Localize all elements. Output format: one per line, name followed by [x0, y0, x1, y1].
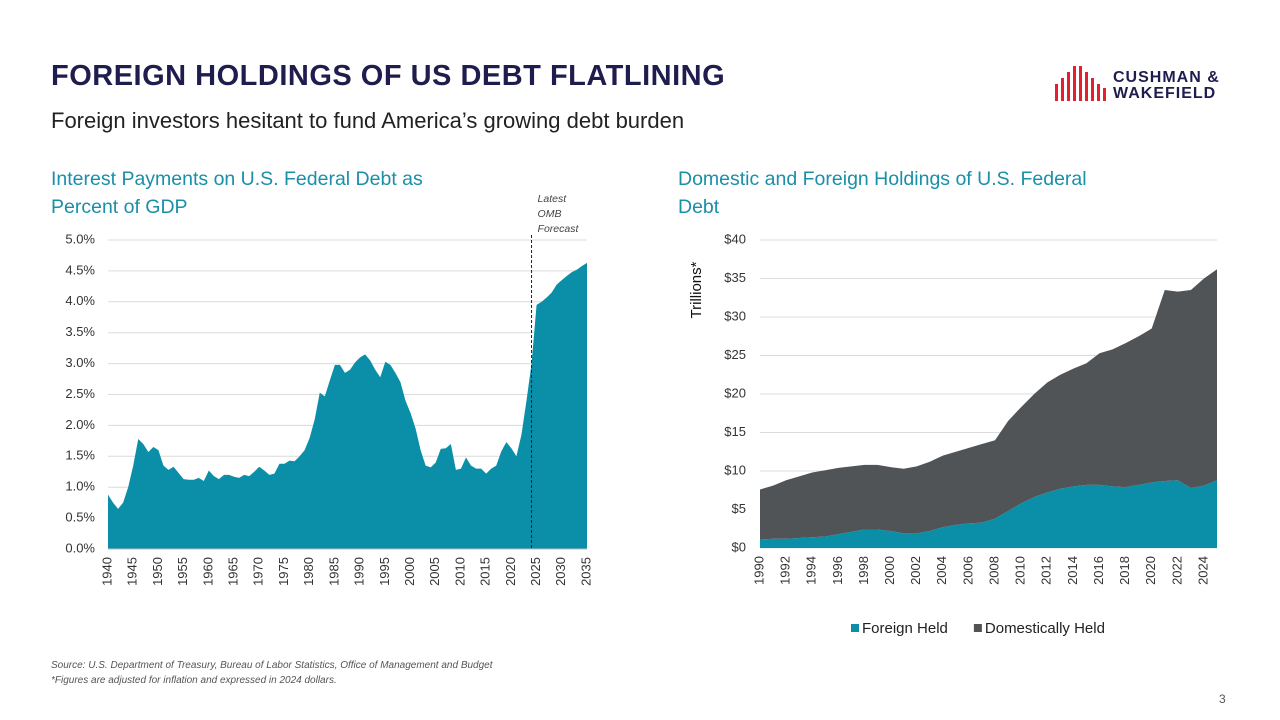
annotation-text: Latest OMB Forecast [537, 193, 579, 235]
y-tick-label: 3.5% [65, 324, 95, 339]
page-subtitle: Foreign investors hesitant to fund Ameri… [51, 108, 685, 133]
y-tick-label: 1.0% [65, 479, 95, 494]
area [760, 269, 1217, 540]
y-axis-title: Trillions* [688, 261, 705, 318]
x-tick-label: 1992 [778, 556, 793, 585]
legend-swatch [851, 624, 859, 632]
page-title: FOREIGN HOLDINGS OF US DEBT FLATLINING [51, 60, 726, 92]
x-tick-label: 2010 [1013, 556, 1028, 585]
x-tick-label: 1998 [856, 556, 871, 585]
x-tick-label: 2008 [986, 556, 1001, 585]
y-tick-label: 3.0% [65, 355, 95, 370]
footnote: *Figures are adjusted for inflation and … [51, 675, 337, 686]
annotation: Latest OMB Forecast [537, 193, 579, 235]
x-tick-label: 2020 [1143, 556, 1158, 585]
x-tick-label: 1970 [251, 557, 266, 586]
y-tick-label: $25 [724, 347, 746, 362]
area [760, 480, 1217, 548]
x-tick-label: 2015 [478, 557, 493, 586]
x-tick-label: 2020 [503, 557, 518, 586]
source-note: Source: U.S. Department of Treasury, Bur… [51, 660, 493, 671]
y-tick-label: 1.5% [65, 448, 95, 463]
legend-label: Foreign Held [862, 620, 948, 637]
x-tick-label: 1980 [301, 557, 316, 586]
x-tick-label: 2000 [402, 557, 417, 586]
y-tick-label: $35 [724, 270, 746, 285]
x-tick-label: 2018 [1117, 556, 1132, 585]
y-tick-label: $20 [724, 385, 746, 400]
area [108, 262, 587, 549]
x-tick-label: 1990 [751, 556, 766, 585]
legend-swatch [973, 624, 982, 632]
y-tick-label: $15 [724, 424, 746, 439]
y-tick-label: 0.0% [65, 540, 95, 555]
chart-title: Domestic and Foreign Holdings of U.S. Fe… [678, 168, 1087, 218]
x-tick-label: 1975 [276, 557, 291, 586]
x-tick-label: 2005 [427, 557, 442, 586]
x-tick-label: 2024 [1195, 556, 1210, 585]
x-tick-label: 1994 [804, 556, 819, 585]
chart-title: Interest Payments on U.S. Federal Debt a… [51, 168, 423, 218]
x-tick-label: 1990 [352, 557, 367, 586]
y-tick-label: 4.0% [65, 293, 95, 308]
logo [1055, 66, 1106, 101]
x-tick-label: 2016 [1091, 556, 1106, 585]
x-tick-label: 2014 [1065, 556, 1080, 585]
y-tick-label: 2.5% [65, 386, 95, 401]
y-tick-label: 5.0% [65, 231, 95, 246]
x-tick-label: 2035 [578, 557, 593, 586]
page-number: 3 [1219, 692, 1226, 706]
x-tick-label: 2025 [528, 557, 543, 586]
y-tick-label: $0 [732, 539, 746, 554]
y-tick-label: 2.0% [65, 417, 95, 432]
x-tick-label: 1965 [225, 557, 240, 586]
x-tick-label: 1940 [99, 557, 114, 586]
y-tick-label: 0.5% [65, 510, 95, 525]
y-tick-label: $30 [724, 308, 746, 323]
x-tick-label: 1995 [377, 557, 392, 586]
x-tick-label: 1950 [150, 557, 165, 586]
x-tick-label: 2004 [934, 556, 949, 585]
x-tick-label: 2030 [553, 557, 568, 586]
x-tick-label: 1960 [200, 557, 215, 586]
x-tick-label: 2010 [452, 557, 467, 586]
x-tick-label: 2006 [960, 556, 975, 585]
y-tick-label: $40 [724, 231, 746, 246]
x-tick-label: 1985 [326, 557, 341, 586]
x-tick-label: 2002 [908, 556, 923, 585]
y-tick-label: $5 [732, 501, 746, 516]
logo-text: WAKEFIELD [1113, 85, 1216, 102]
x-tick-label: 2000 [882, 556, 897, 585]
y-tick-label: 4.5% [65, 262, 95, 277]
logo-text: CUSHMAN & [1113, 69, 1220, 86]
x-tick-label: 2012 [1039, 556, 1054, 585]
x-tick-label: 2022 [1169, 556, 1184, 585]
x-tick-label: 1955 [175, 557, 190, 586]
x-tick-label: 1945 [125, 557, 140, 586]
y-tick-label: $10 [724, 462, 746, 477]
x-tick-label: 1996 [830, 556, 845, 585]
legend-label: Domestically Held [985, 620, 1105, 637]
